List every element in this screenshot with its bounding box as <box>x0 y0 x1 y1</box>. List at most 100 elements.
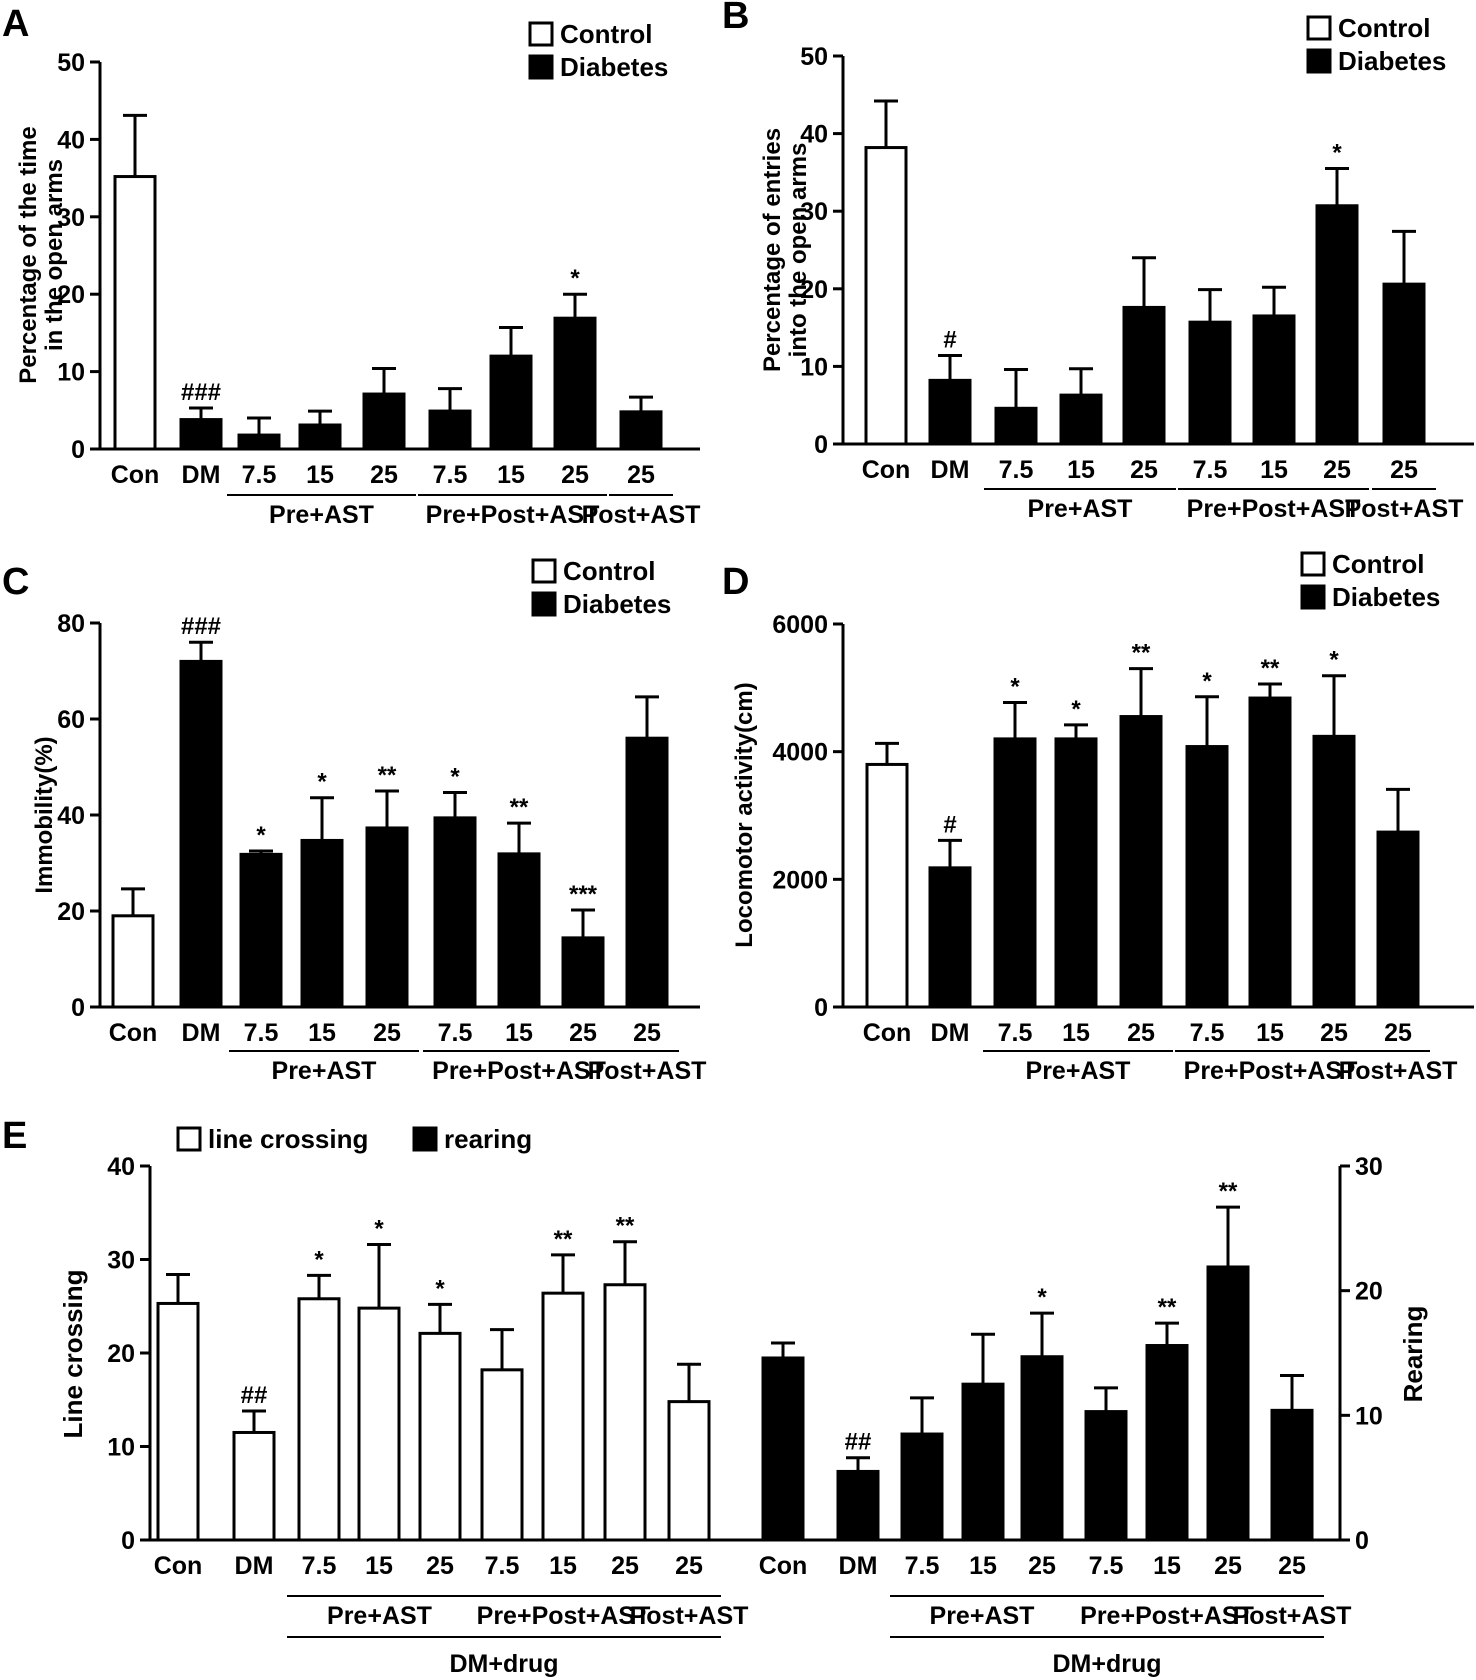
significance-label: # <box>943 811 956 838</box>
significance-label: *** <box>569 881 598 908</box>
group-label: Post+AST <box>630 1602 749 1630</box>
y-tick-label: 40 <box>57 802 85 830</box>
y-axis-label-line: in the open arms <box>41 159 68 351</box>
y-tick-label: 40 <box>107 1153 135 1181</box>
x-tick-label: Con <box>862 456 911 484</box>
x-tick-label: Con <box>863 1019 912 1047</box>
bar <box>111 914 155 1009</box>
legend-swatch <box>1306 48 1332 74</box>
x-tick-label: 25 <box>569 1019 597 1047</box>
significance-label: ** <box>378 762 397 789</box>
bar <box>298 423 342 451</box>
x-tick-label: DM <box>235 1552 274 1580</box>
x-tick-label: 15 <box>308 1019 336 1047</box>
group-label: Post+AST <box>1339 1057 1458 1085</box>
legend-swatch <box>1300 551 1326 577</box>
significance-label: * <box>1329 647 1339 674</box>
bar <box>300 838 344 1009</box>
legend-label: Diabetes <box>1338 46 1446 76</box>
significance-label: * <box>450 763 460 790</box>
x-tick-label: 15 <box>306 461 334 489</box>
x-tick-label: 7.5 <box>438 1019 473 1047</box>
y-tick-label: 40 <box>57 126 85 154</box>
legend-label: rearing <box>444 1124 532 1154</box>
y-tick-label: 6000 <box>772 611 828 639</box>
x-tick-label: 15 <box>1067 456 1095 484</box>
bar <box>928 866 972 1009</box>
significance-label: ** <box>1261 655 1280 682</box>
legend-label: Control <box>560 19 652 49</box>
y-tick-label-right: 20 <box>1355 1278 1383 1306</box>
bar <box>489 354 533 451</box>
x-tick-label: DM <box>182 1019 221 1047</box>
significance-label: * <box>570 265 580 292</box>
bar <box>900 1432 944 1542</box>
y-tick-label: 50 <box>57 49 85 77</box>
y-axis-label: Line crossing <box>58 1269 88 1438</box>
x-tick-label: 15 <box>1256 1019 1284 1047</box>
x-tick-label: Con <box>759 1552 808 1580</box>
x-tick-label: 25 <box>1028 1552 1056 1580</box>
x-tick-label: 15 <box>497 461 525 489</box>
x-tick-label: 15 <box>1153 1552 1181 1580</box>
bar <box>433 816 477 1009</box>
x-tick-label: 7.5 <box>998 1019 1033 1047</box>
significance-label: ** <box>1132 640 1151 667</box>
y-tick-label: 2000 <box>772 866 828 894</box>
x-tick-label: 25 <box>1390 456 1418 484</box>
y-tick-label: 20 <box>107 1340 135 1368</box>
y-tick-label: 20 <box>57 281 85 309</box>
bar <box>1312 734 1356 1009</box>
x-tick-label: 7.5 <box>302 1552 337 1580</box>
x-tick-label: 15 <box>505 1019 533 1047</box>
significance-label: * <box>435 1275 445 1302</box>
group-label: Pre+AST <box>327 1602 432 1630</box>
x-tick-label: 7.5 <box>999 456 1034 484</box>
significance-label: * <box>256 822 266 849</box>
y-tick-label: 50 <box>800 43 828 71</box>
bar <box>365 826 409 1009</box>
significance-label: ### <box>181 379 221 406</box>
bar <box>667 1400 711 1542</box>
bar <box>619 410 663 451</box>
bar <box>865 762 909 1009</box>
super-group-label: DM+drug <box>449 1650 558 1678</box>
legend-label: Diabetes <box>560 52 668 82</box>
bar <box>1122 305 1166 446</box>
x-tick-label: 25 <box>611 1552 639 1580</box>
legend-swatch <box>528 21 554 47</box>
bar <box>1145 1344 1189 1542</box>
y-axis-label: Percentage of the timein the open arms <box>15 126 68 383</box>
panel-d: D 0 2000 4000 6000 Locomotor activity(cm) Con #… <box>722 549 1474 1085</box>
bar <box>1382 282 1426 446</box>
group-label: Pre+AST <box>1026 1057 1131 1085</box>
bar <box>418 1331 462 1542</box>
legend-label: Control <box>1338 13 1430 43</box>
bar <box>357 1306 401 1542</box>
significance-label: * <box>1202 668 1212 695</box>
significance-label: ## <box>845 1429 872 1456</box>
y-tick-label: 20 <box>57 898 85 926</box>
legend-label: line crossing <box>208 1124 368 1154</box>
legend-label: Diabetes <box>563 589 671 619</box>
panel-label: D <box>722 561 749 603</box>
x-tick-label: DM <box>931 1019 970 1047</box>
x-tick-label: 25 <box>1214 1552 1242 1580</box>
panel-a: A 0 10 20 30 40 50 Percentage of the timein the… <box>2 3 700 529</box>
significance-label: ## <box>241 1382 268 1409</box>
group-label: Pre+AST <box>272 1057 377 1085</box>
y-axis-label-line: Immobility(%) <box>31 736 58 893</box>
significance-label: # <box>943 327 956 354</box>
y-axis-label-line: Percentage of entries <box>759 128 786 372</box>
y-tick-label: 10 <box>107 1434 135 1462</box>
bar <box>864 146 908 446</box>
legend-swatch <box>531 591 557 617</box>
x-tick-label: 25 <box>1278 1552 1306 1580</box>
y-tick-label: 30 <box>800 198 828 226</box>
bar <box>1248 696 1292 1009</box>
group-label: Post+AST <box>1345 495 1464 523</box>
y-axis-label-right: Rearing <box>1398 1306 1428 1403</box>
x-tick-label: 25 <box>561 461 589 489</box>
bar <box>836 1469 880 1542</box>
y-tick-label: 30 <box>107 1247 135 1275</box>
